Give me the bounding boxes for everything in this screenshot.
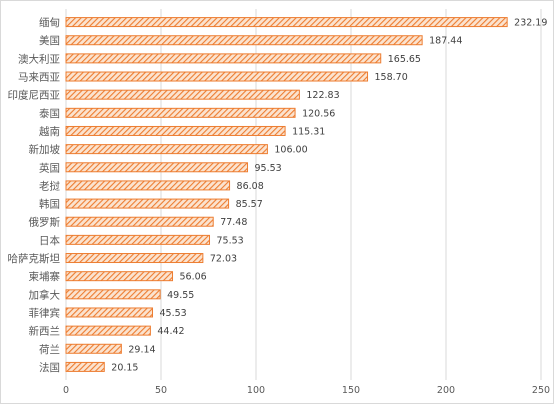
data-label: 49.55 [167, 290, 194, 301]
data-label: 165.65 [388, 54, 421, 65]
bar [65, 162, 249, 173]
category-label: 哈萨克斯坦 [8, 252, 61, 265]
data-label: 20.15 [111, 362, 138, 373]
category-label: 新西兰 [29, 325, 61, 338]
x-tick-label: 100 [247, 385, 265, 396]
data-label: 85.57 [236, 199, 263, 210]
bar [65, 216, 214, 227]
bar [65, 53, 382, 64]
bars [65, 17, 508, 372]
data-label: 75.53 [217, 235, 244, 246]
category-label: 越南 [39, 125, 60, 138]
category-label: 缅甸 [39, 16, 60, 29]
gridlines [65, 9, 542, 380]
bar [65, 180, 231, 191]
labels: 0 50 100 150 200 250 缅甸 232.19 美国 187.44 澳大利亚 165.6… [8, 16, 551, 396]
bar [65, 71, 369, 82]
x-tick-label: 50 [155, 385, 167, 396]
category-label: 新加坡 [29, 143, 61, 156]
data-label: 95.53 [255, 163, 282, 174]
category-label: 柬埔寨 [29, 270, 61, 283]
data-label: 187.44 [429, 36, 462, 47]
bar [65, 325, 151, 336]
category-label: 澳大利亚 [18, 52, 60, 65]
category-label: 美国 [39, 34, 60, 47]
bar [65, 89, 300, 100]
data-label: 120.56 [302, 108, 335, 119]
category-label: 法国 [39, 361, 60, 374]
category-label: 马来西亚 [18, 72, 60, 84]
data-label: 72.03 [210, 254, 237, 265]
data-label: 86.08 [237, 181, 264, 192]
bar [65, 289, 161, 300]
bar [65, 125, 286, 136]
x-tick-label: 0 [63, 385, 69, 396]
category-label: 泰国 [39, 107, 60, 120]
x-tick-label: 150 [342, 385, 360, 396]
data-label: 77.48 [220, 217, 247, 228]
bar [65, 343, 122, 354]
category-label: 印度尼西亚 [8, 89, 61, 102]
category-label: 老挝 [39, 179, 60, 192]
bar [65, 253, 204, 264]
category-label: 日本 [39, 234, 60, 247]
data-label: 29.14 [128, 344, 155, 355]
category-label: 荷兰 [39, 343, 60, 356]
data-label: 106.00 [274, 145, 307, 156]
data-label: 232.19 [514, 18, 547, 29]
category-label: 韩国 [39, 198, 60, 211]
data-label: 158.70 [375, 72, 408, 83]
category-label: 英国 [39, 161, 60, 174]
category-label: 菲律宾 [29, 306, 61, 319]
bar [65, 144, 268, 155]
x-tick-label: 250 [532, 385, 550, 396]
bar [65, 107, 296, 118]
data-label: 115.31 [292, 126, 325, 137]
bar [65, 17, 508, 28]
category-label: 加拿大 [29, 288, 61, 301]
data-label: 56.06 [180, 272, 207, 283]
data-label: 45.53 [160, 308, 187, 319]
bar [65, 35, 423, 46]
data-label: 122.83 [306, 90, 339, 101]
bar [65, 234, 211, 245]
data-label: 44.42 [157, 326, 184, 337]
category-label: 俄罗斯 [29, 216, 61, 229]
bar [65, 198, 230, 209]
bar [65, 361, 105, 372]
bar [65, 307, 154, 318]
bar [65, 271, 174, 282]
x-tick-label: 200 [437, 385, 455, 396]
